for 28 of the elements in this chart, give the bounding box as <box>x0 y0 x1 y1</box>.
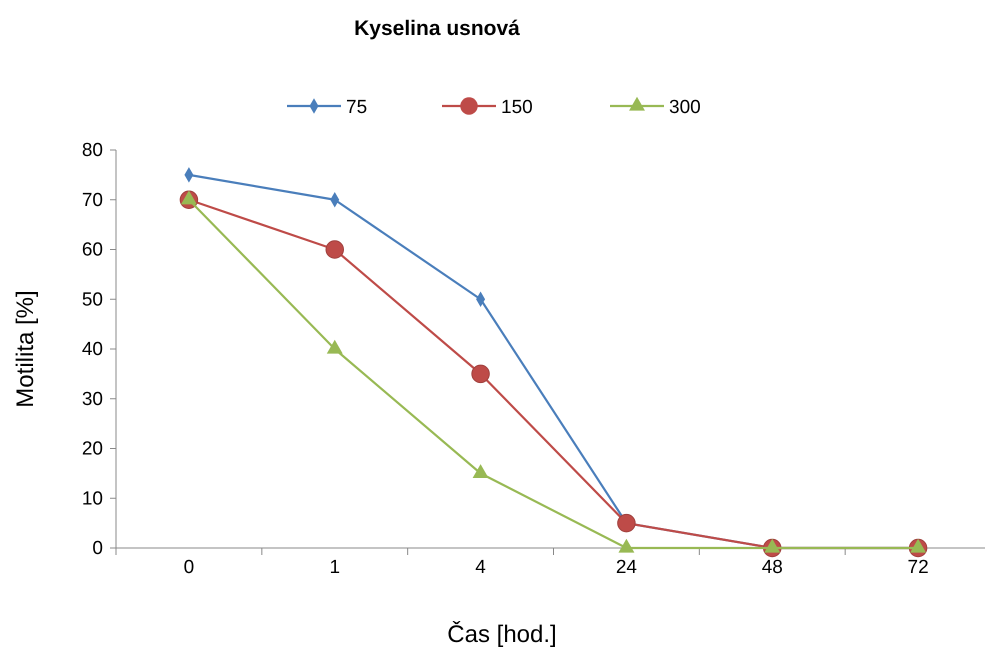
y-axis-title: Motilita [%] <box>12 290 39 408</box>
y-tick-label: 20 <box>82 438 103 460</box>
x-tick-label: 24 <box>616 557 638 578</box>
legend-label: 75 <box>346 97 368 118</box>
x-tick-label: 72 <box>908 557 929 578</box>
y-tick-label: 0 <box>92 538 103 560</box>
y-tick-label: 70 <box>82 190 103 211</box>
legend-label: 150 <box>501 97 533 118</box>
y-tick-label: 30 <box>82 388 103 410</box>
y-tick-label: 50 <box>82 289 103 310</box>
point <box>326 340 343 354</box>
point <box>472 464 489 478</box>
y-tick-label: 10 <box>82 488 103 510</box>
point <box>471 364 490 384</box>
point <box>764 538 780 553</box>
y-tick-label: 60 <box>82 240 103 261</box>
x-tick-label: 4 <box>475 557 486 578</box>
point <box>910 538 926 553</box>
y-tick-label: 80 <box>82 140 103 162</box>
point <box>618 538 634 553</box>
x-tick-label: 1 <box>329 557 340 578</box>
x-tick-label: 48 <box>762 557 783 578</box>
x-axis-title: Čas [hod.] <box>447 621 557 648</box>
legend-label: 300 <box>669 97 701 118</box>
chart-title: Kyselina usnová <box>354 17 520 40</box>
y-tick-label: 40 <box>82 339 103 360</box>
point <box>326 240 344 259</box>
x-tick-label: 0 <box>184 557 194 578</box>
